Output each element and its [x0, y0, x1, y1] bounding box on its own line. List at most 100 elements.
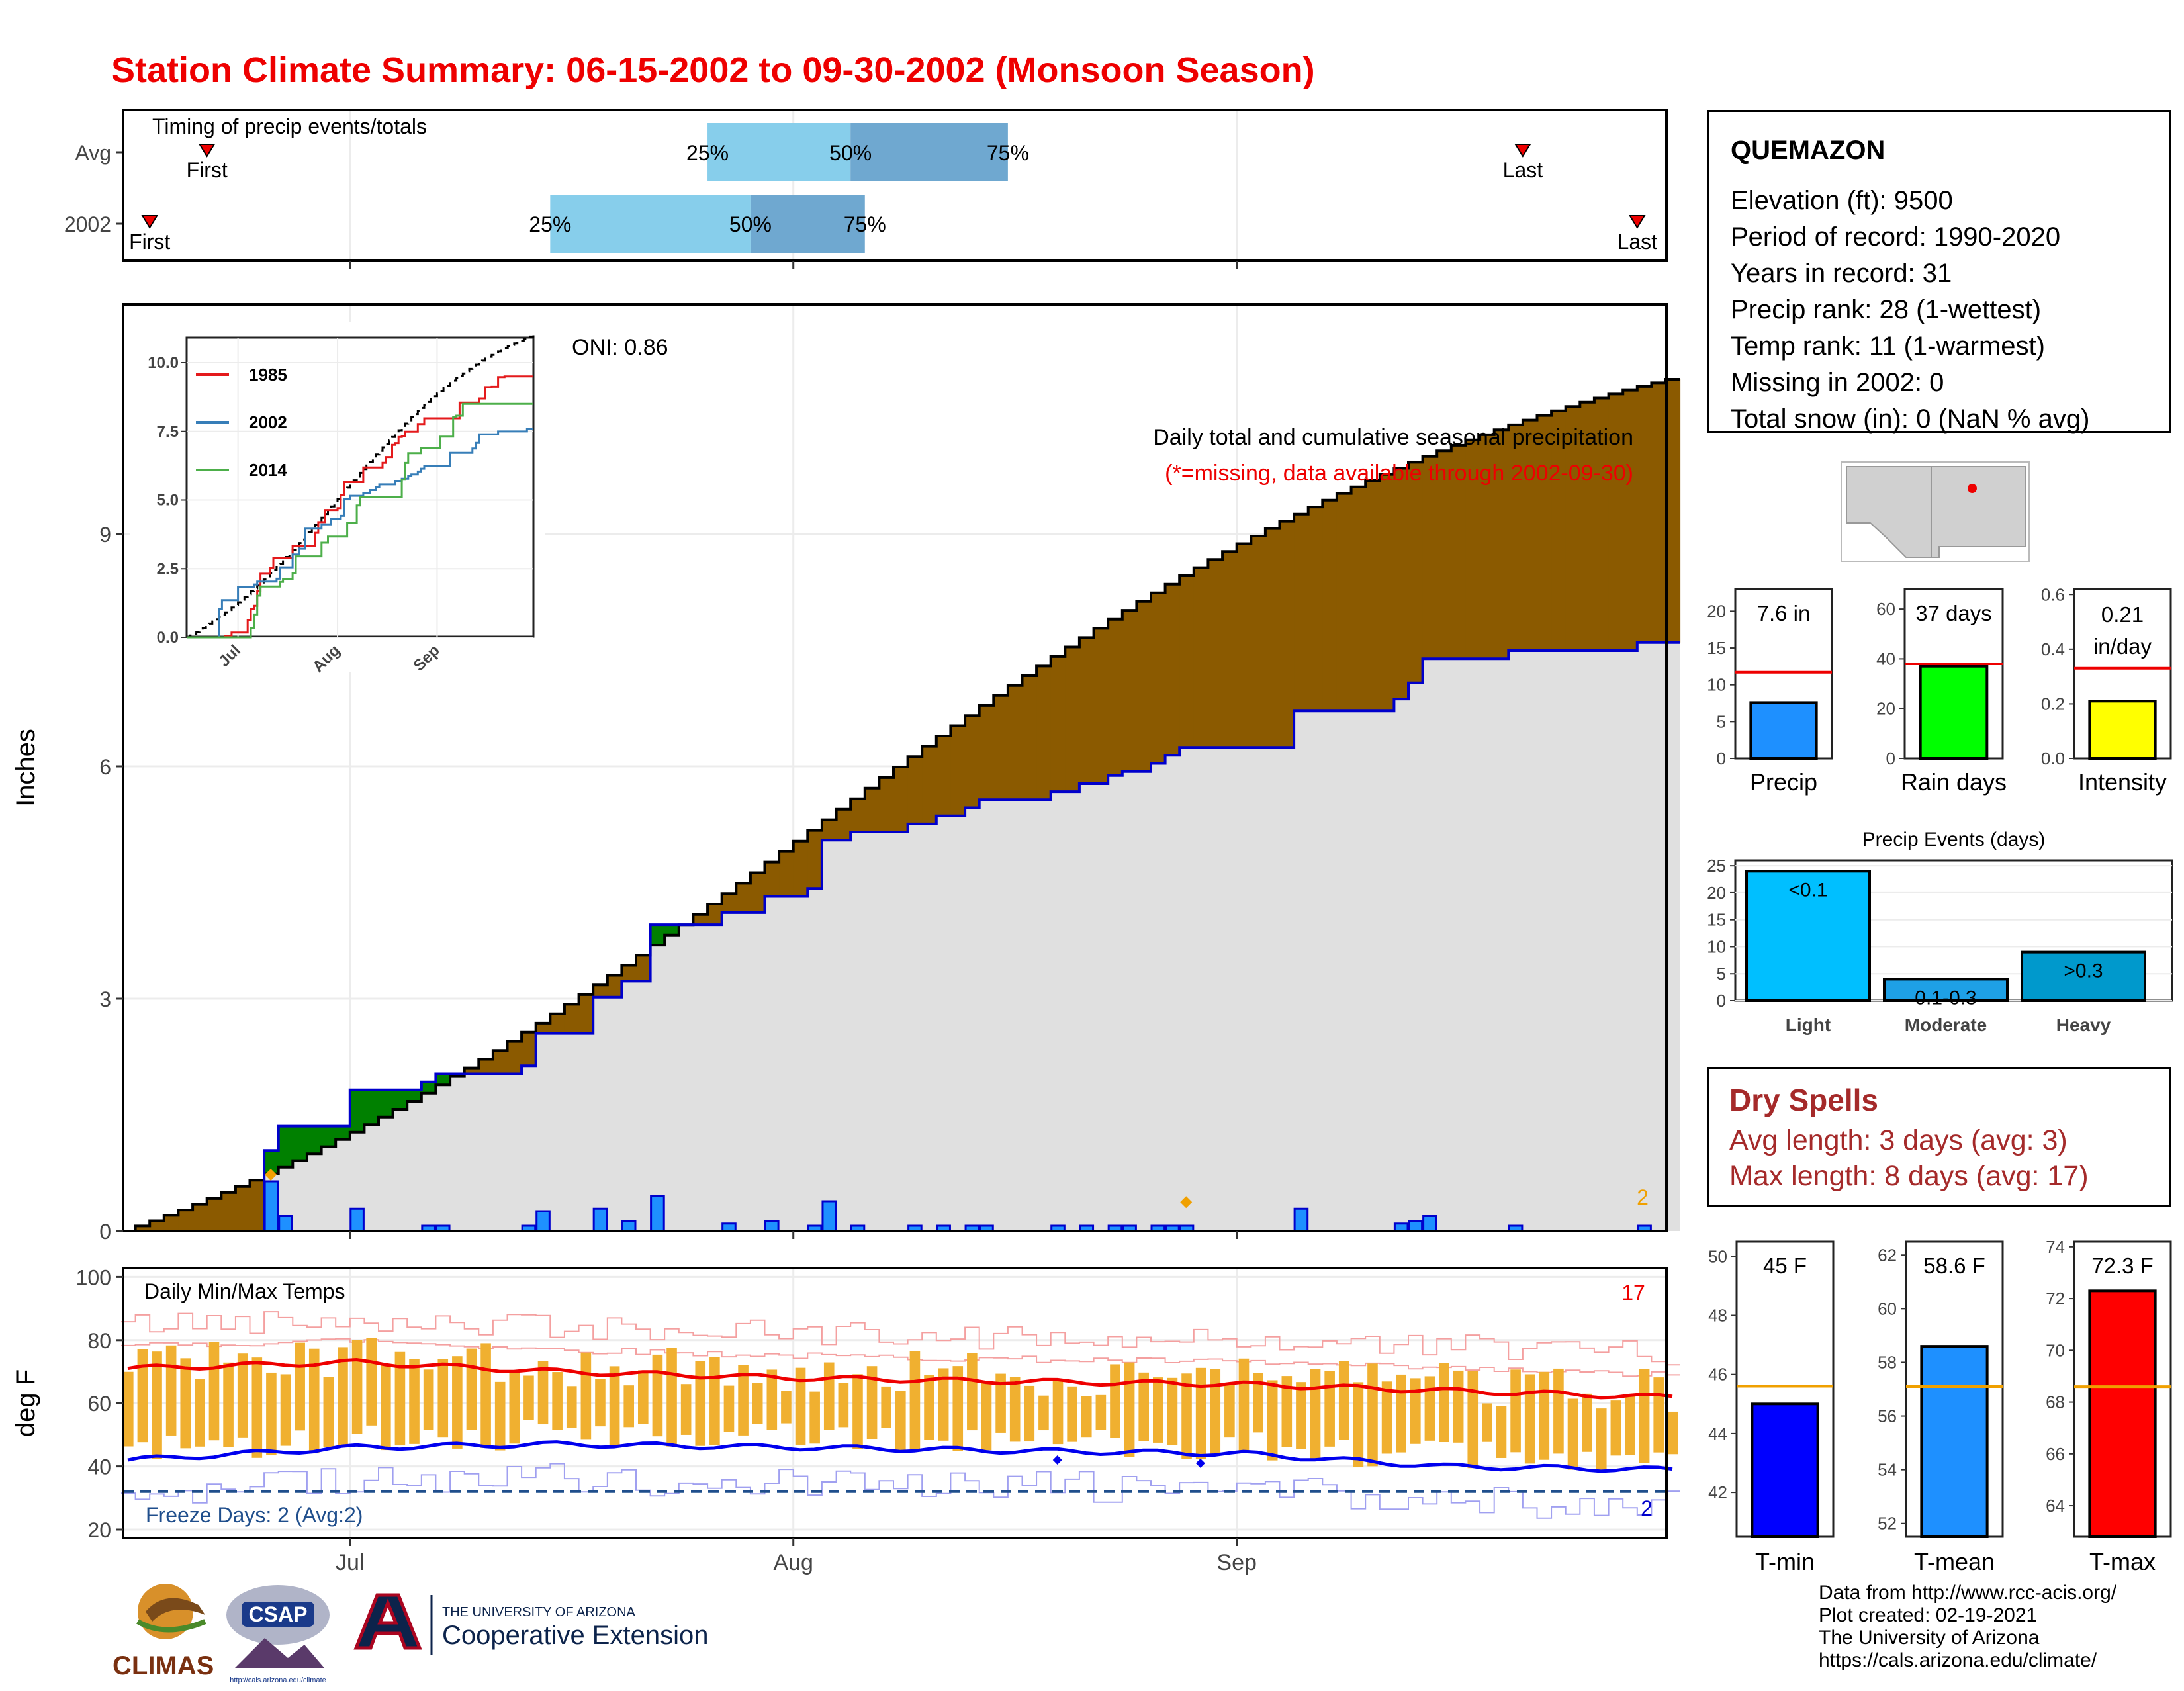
precip-summary-bar-ytick-label-3: 15 [1707, 638, 1726, 658]
daily-temp-bar [938, 1368, 949, 1441]
tmax-summary-bar-value-label: 72.3 F [2091, 1254, 2154, 1278]
main-title: Station Climate Summary: 06-15-2002 to 0… [111, 50, 1315, 90]
tmean-summary-bar-ytick-label-4: 60 [1878, 1299, 1897, 1318]
daily-temp-bar [1367, 1363, 1378, 1467]
timing-p75-label-0: 75% [987, 141, 1029, 165]
precip-summary-bar-bar [1749, 701, 1818, 760]
deficit-fill [1365, 480, 1381, 711]
timing-last-label-1: Last [1617, 230, 1658, 253]
deficit-fill [1422, 456, 1437, 659]
inset-line-2014 [187, 402, 533, 639]
deficit-fill [707, 904, 723, 925]
timing-p50-label-1: 50% [729, 212, 772, 236]
precip-panel-border [122, 303, 1668, 1232]
daily-temp-bar [494, 1381, 506, 1451]
deficit-fill [1623, 390, 1638, 651]
surplus-fill [650, 925, 665, 946]
ua-extension: Cooperative Extension [442, 1621, 708, 1650]
deficit-fill [1480, 434, 1495, 659]
timing-panel-border [122, 109, 1668, 262]
daily-temp-bar [580, 1352, 592, 1440]
deficit-fill [1079, 637, 1095, 784]
timing-first-marker-1 [141, 215, 159, 229]
credit-date: Plot created: 02-19-2021 [1819, 1604, 2038, 1626]
deficit-fill [1565, 406, 1580, 651]
tmean-summary-bar-axis-label: T-mean [1914, 1548, 1995, 1575]
daily-temp-bar [723, 1385, 735, 1432]
raindays-summary-bar-axis-label: Rain days [1901, 768, 2007, 796]
daily-precip-bar [621, 1220, 637, 1232]
deficit-fill [607, 975, 622, 997]
deficit-fill [1093, 628, 1109, 784]
daily-precip-bar [278, 1215, 293, 1232]
timing-first-label-1: First [129, 230, 170, 253]
inset-legend-label-0: 1985 [249, 365, 287, 385]
tmin-summary-bar-ytick-label-2: 46 [1708, 1365, 1727, 1385]
daily-temp-bar [1467, 1371, 1479, 1469]
deficit-fill [764, 862, 780, 897]
timing-last-marker-1 [1628, 215, 1646, 229]
deficit-fill [1408, 462, 1424, 683]
intensity-summary-bar-value-unit: in/day [2093, 634, 2152, 659]
daily-temp-bar [208, 1342, 220, 1441]
daily-temp-bar [1052, 1381, 1064, 1445]
timing-row-label-1: 2002 [64, 212, 111, 236]
deficit-fill [507, 1041, 522, 1074]
daily-temp-bar [137, 1349, 148, 1443]
surplus-fill [421, 1081, 436, 1093]
intensity-summary-bar-bar [2088, 700, 2157, 760]
intensity-summary-bar-value-label: 0.21 [2101, 602, 2144, 627]
daily-temp-bar [1453, 1370, 1464, 1443]
surplus-fill [450, 1074, 465, 1077]
station-location-dot [1968, 484, 1977, 493]
csap-text: CSAP [249, 1602, 308, 1626]
timing-q2-bar-0 [850, 123, 1008, 181]
daily-temp-bar [437, 1359, 449, 1438]
daily-temp-bar [1281, 1376, 1293, 1447]
deficit-fill [593, 985, 608, 997]
daily-temp-bar [1582, 1393, 1592, 1452]
deficit-fill [1222, 551, 1238, 748]
deficit-fill [535, 1023, 551, 1034]
surplus-fill [306, 1126, 322, 1154]
precip-events-tag-0: <0.1 [1788, 879, 1827, 901]
precip-summary-bar-axis-label: Precip [1750, 768, 1817, 796]
tmin-summary-bar-axis-label: T-min [1755, 1548, 1815, 1575]
daily-temp-bar [180, 1358, 191, 1449]
surplus-fill [392, 1089, 408, 1109]
daily-temp-bar [1381, 1381, 1392, 1454]
climas-logo: CLIMAS [113, 1584, 214, 1680]
deficit-fill [1308, 507, 1323, 711]
tmin-summary-bar: 42 44 46 48 50 45 F T-min [1708, 1240, 1835, 1575]
daily-temp-bar [1296, 1382, 1306, 1449]
deficit-fill [1165, 584, 1180, 756]
deficit-fill [1379, 474, 1394, 711]
daily-precip-bar [592, 1207, 608, 1232]
dry-spells-avg: Avg length: 3 days (avg: 3) [1729, 1124, 2068, 1156]
precip-ytick-label-2: 6 [99, 755, 111, 779]
precip-events-ytick-label-5: 25 [1707, 856, 1726, 876]
inset-ytick-label-2: 5.0 [157, 492, 179, 510]
precip-events-label-0: Light [1786, 1015, 1831, 1035]
daily-temp-bar [809, 1391, 820, 1444]
deficit-fill [1551, 410, 1567, 651]
daily-temp-bar [251, 1357, 263, 1458]
tmin-summary-bar-ytick-label-4: 50 [1708, 1246, 1727, 1266]
station-temp-rank: Temp rank: 11 (1-warmest) [1731, 332, 2045, 361]
tmax-summary-bar-bar [2088, 1289, 2157, 1539]
deficit-fill [993, 695, 1009, 800]
daily-temp-bar [351, 1340, 363, 1434]
deficit-fill [821, 819, 837, 841]
deficit-fill [1208, 559, 1223, 748]
daily-temp-bar [652, 1354, 663, 1437]
ua-name: THE UNIVERSITY OF ARIZONA [442, 1605, 636, 1620]
dry-spells-box: Dry Spells Avg length: 3 days (avg: 3) M… [1707, 1067, 2171, 1207]
deficit-fill [1608, 394, 1623, 651]
daily-temp-bar [1510, 1369, 1521, 1453]
deficit-fill [1437, 451, 1452, 659]
deficit-fill [1336, 493, 1352, 711]
deficit-fill [864, 788, 880, 833]
timing-p75-label-1: 75% [844, 212, 886, 236]
daily-precip-bar [764, 1220, 780, 1232]
